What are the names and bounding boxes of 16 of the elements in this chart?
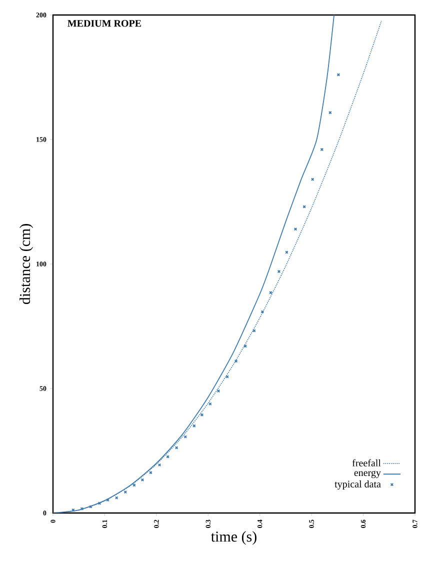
point <box>217 389 220 393</box>
point <box>200 413 204 417</box>
point <box>158 463 162 467</box>
legend-label: typical data <box>334 480 381 490</box>
point <box>278 270 281 274</box>
point <box>72 508 75 512</box>
legend-label: energy <box>354 470 382 478</box>
point <box>140 478 144 482</box>
point <box>234 359 238 363</box>
x-axis-title: time (s) <box>211 531 257 545</box>
point <box>320 148 324 152</box>
y-axis-title: distance (cm) <box>20 224 34 304</box>
point <box>124 490 128 494</box>
legend-label: freefall <box>352 459 381 466</box>
chart-title: MEDIUM ROPE <box>68 20 142 27</box>
point <box>294 228 298 231</box>
